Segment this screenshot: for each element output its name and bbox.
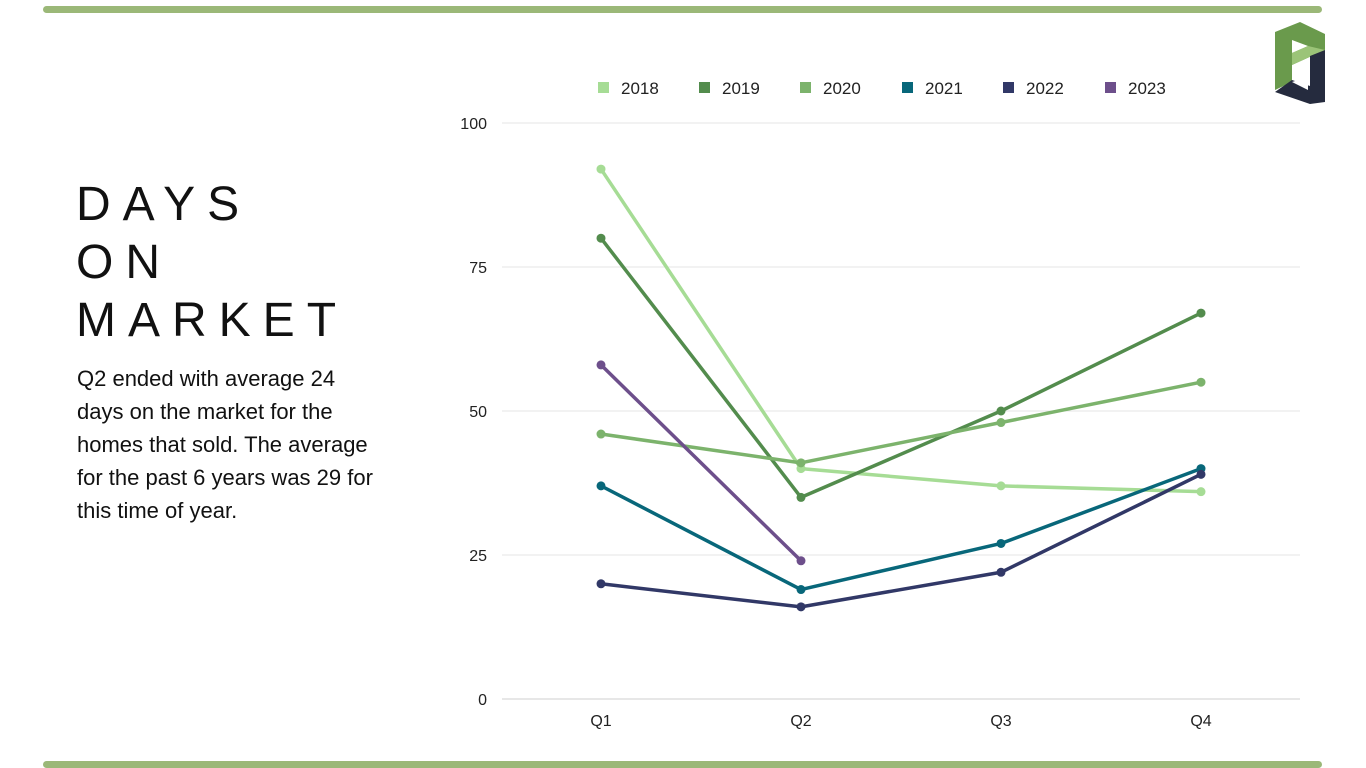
x-tick-label: Q4 [1190, 713, 1211, 730]
logo-p-inner [1292, 40, 1308, 53]
data-point-2022 [796, 602, 806, 612]
y-tick-label: 75 [469, 260, 487, 277]
title-line-1: DAYS [76, 178, 252, 231]
legend-label-2019: 2019 [722, 79, 760, 98]
data-point-2020 [996, 418, 1006, 428]
page-title: DAYS ON MARKET [76, 176, 348, 350]
series-line-2023 [599, 363, 803, 563]
data-point-2019 [1196, 308, 1206, 318]
series-line-2021 [599, 466, 1203, 592]
bottom-accent-bar [43, 761, 1322, 768]
logo-light-shape [1292, 46, 1325, 65]
data-point-2020 [596, 429, 606, 439]
series-line-2020 [599, 380, 1203, 465]
series-line-2018 [599, 167, 1203, 494]
legend-label-2023: 2023 [1128, 79, 1166, 98]
series-line-2022 [599, 472, 1203, 609]
legend-label-2020: 2020 [823, 79, 861, 98]
data-point-2021 [596, 481, 606, 491]
logo-d-inner [1292, 77, 1308, 90]
description-text: Q2 ended with average 24 days on the mar… [77, 366, 373, 523]
y-tick-label: 50 [469, 404, 487, 421]
series-line-2019 [599, 236, 1203, 500]
legend-swatch-2020 [800, 82, 811, 93]
x-tick-label: Q1 [590, 713, 611, 730]
data-point-2023 [596, 360, 606, 370]
data-point-2019 [796, 492, 806, 502]
legend-swatch-2019 [699, 82, 710, 93]
legend-swatch-2018 [598, 82, 609, 93]
data-point-2021 [796, 585, 806, 595]
data-point-2019 [996, 406, 1006, 416]
legend-swatch-2022 [1003, 82, 1014, 93]
data-point-2022 [1196, 469, 1206, 479]
logo-d-shape [1275, 50, 1325, 104]
data-point-2018 [996, 481, 1006, 491]
data-point-2020 [796, 458, 806, 468]
legend-label-2022: 2022 [1026, 79, 1064, 98]
data-point-2020 [1196, 377, 1206, 387]
data-point-2022 [996, 567, 1006, 577]
title-line-2: ON [76, 236, 172, 289]
data-point-2022 [596, 579, 606, 589]
y-tick-label: 0 [478, 692, 487, 709]
legend-swatch-2023 [1105, 82, 1116, 93]
x-tick-label: Q3 [990, 713, 1011, 730]
legend-label-2018: 2018 [621, 79, 659, 98]
legend-swatch-2021 [902, 82, 913, 93]
title-line-3: MARKET [76, 294, 349, 347]
data-point-2019 [596, 233, 606, 243]
top-accent-bar [43, 6, 1322, 13]
y-tick-label: 25 [469, 548, 487, 565]
y-tick-label: 100 [460, 116, 487, 133]
data-point-2018 [596, 164, 606, 174]
x-tick-label: Q2 [790, 713, 811, 730]
legend-label-2021: 2021 [925, 79, 963, 98]
pd-logo-icon [1270, 20, 1330, 111]
data-point-2018 [1196, 487, 1206, 497]
data-point-2021 [996, 538, 1006, 548]
data-point-2023 [796, 556, 806, 566]
